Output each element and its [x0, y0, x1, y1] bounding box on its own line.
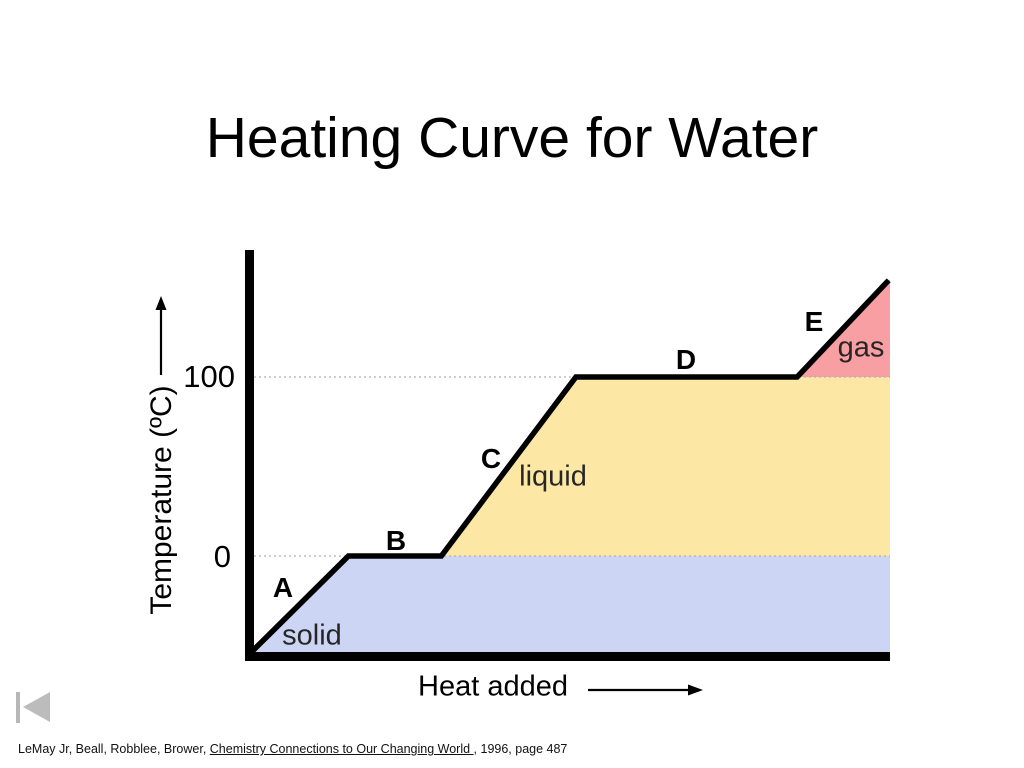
region-label-gas: gas: [837, 331, 885, 364]
region-label-liquid: liquid: [519, 460, 587, 493]
ytick-100: 100: [183, 359, 235, 394]
citation-authors: LeMay Jr, Beall, Robblee, Brower,: [18, 742, 210, 756]
citation-suffix: , 1996, page 487: [473, 742, 568, 756]
x-axis-label: Heat added: [418, 670, 568, 703]
x-axis-arrow-icon: [588, 684, 703, 696]
segment-label-e: E: [804, 306, 824, 337]
region-liquid: [441, 377, 890, 556]
region-label-solid: solid: [282, 619, 342, 652]
y-axis-label: Temperature (ºC): [145, 385, 178, 615]
region-solid: [249, 556, 890, 655]
previous-slide-icon: [23, 692, 50, 722]
citation: LeMay Jr, Beall, Robblee, Brower, Chemis…: [18, 742, 567, 756]
previous-slide-button[interactable]: [16, 692, 52, 724]
segment-label-a: A: [272, 572, 294, 603]
x-axis: [245, 652, 890, 661]
y-axis-arrow-icon: [155, 296, 167, 375]
slide-title: Heating Curve for Water: [205, 106, 819, 170]
segment-label-d: D: [675, 344, 697, 375]
previous-slide-icon-bar: [16, 692, 20, 723]
segment-label-b: B: [385, 525, 407, 556]
heating-curve-line: [247, 278, 891, 657]
y-axis: [245, 250, 254, 661]
segment-label-c: C: [480, 443, 502, 474]
citation-book-title: Chemistry Connections to Our Changing Wo…: [209, 742, 474, 756]
ytick-0: 0: [213, 539, 231, 574]
